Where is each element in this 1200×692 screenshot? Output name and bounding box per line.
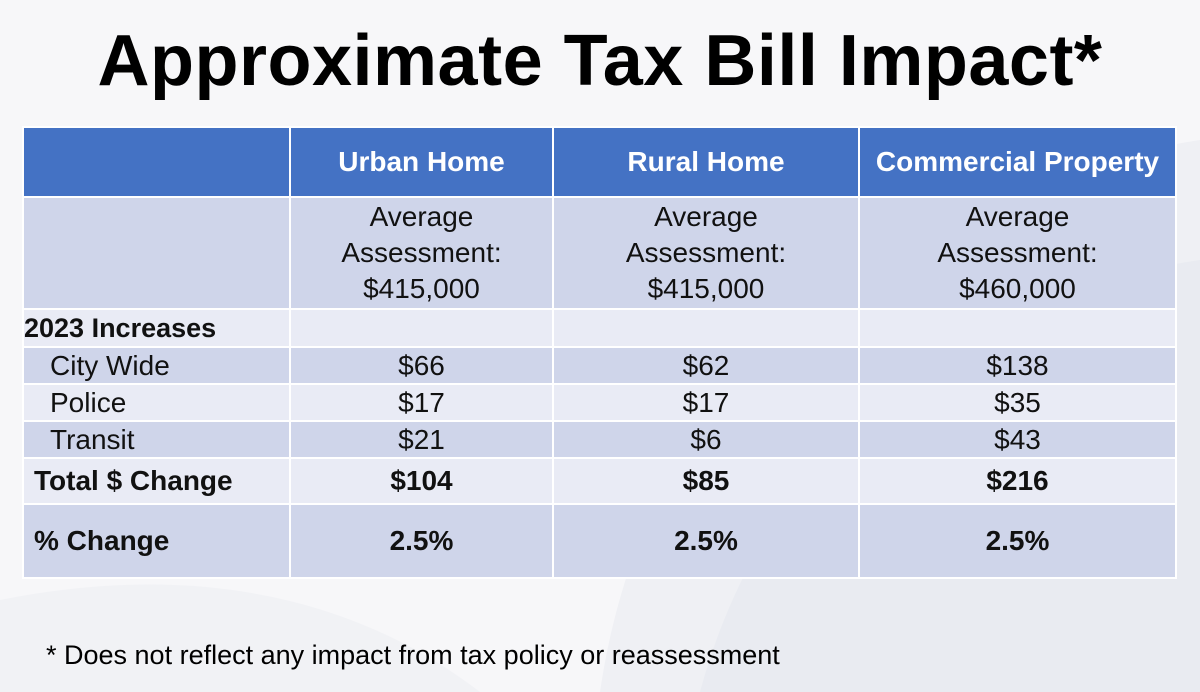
cell-value: $104 — [289, 457, 554, 505]
assessment-commercial: Average Assessment: $460,000 — [858, 196, 1177, 310]
cell-value: $35 — [858, 383, 1177, 422]
header-urban-home: Urban Home — [289, 126, 554, 198]
assessment-line2: Assessment: — [625, 237, 787, 268]
assessment-line2: Assessment: — [341, 237, 502, 268]
table-row: City Wide $66 $62 $138 — [22, 346, 1177, 385]
assessment-rural: Average Assessment: $415,000 — [552, 196, 860, 310]
section-cell — [552, 308, 860, 348]
cell-value: $6 — [552, 420, 860, 459]
row-label-percent: % Change — [22, 503, 291, 579]
header-rural-home: Rural Home — [552, 126, 860, 198]
assessment-line1: Average — [369, 201, 474, 232]
section-cell — [289, 308, 554, 348]
tax-impact-table: Urban Home Rural Home Commercial Propert… — [22, 126, 1177, 579]
assessment-line1: Average — [654, 201, 758, 232]
cell-value: $21 — [289, 420, 554, 459]
cell-value: $43 — [858, 420, 1177, 459]
cell-value: $85 — [552, 457, 860, 505]
slide-title: Approximate Tax Bill Impact* — [97, 21, 1103, 101]
cell-value: $62 — [552, 346, 860, 385]
cell-value: $66 — [289, 346, 554, 385]
section-label: 2023 Increases — [22, 308, 291, 348]
assessment-value: $415,000 — [647, 273, 765, 304]
cell-value: 2.5% — [289, 503, 554, 579]
cell-value: $17 — [289, 383, 554, 422]
cell-value: $216 — [858, 457, 1177, 505]
header-commercial-property: Commercial Property — [858, 126, 1177, 198]
assessment-value: $415,000 — [363, 273, 480, 304]
row-label-total: Total $ Change — [22, 457, 291, 505]
table-row: Police $17 $17 $35 — [22, 383, 1177, 422]
cell-value: $17 — [552, 383, 860, 422]
row-label-transit: Transit — [22, 420, 291, 459]
assessment-row: Average Assessment: $415,000 Average Ass… — [22, 196, 1177, 310]
total-row: Total $ Change $104 $85 $216 — [22, 457, 1177, 505]
percent-row: % Change 2.5% 2.5% 2.5% — [22, 503, 1177, 579]
table-header-row: Urban Home Rural Home Commercial Propert… — [22, 126, 1177, 198]
row-label-police: Police — [22, 383, 291, 422]
section-cell — [858, 308, 1177, 348]
cell-value: 2.5% — [552, 503, 860, 579]
assessment-value: $460,000 — [959, 273, 1076, 304]
row-label-city-wide: City Wide — [22, 346, 291, 385]
footnote: * Does not reflect any impact from tax p… — [46, 640, 780, 670]
assessment-line2: Assessment: — [937, 237, 1098, 268]
cell-value: $138 — [858, 346, 1177, 385]
assessment-line1: Average — [965, 201, 1070, 232]
cell-value: 2.5% — [858, 503, 1177, 579]
assessment-urban: Average Assessment: $415,000 — [289, 196, 554, 310]
table-row: Transit $21 $6 $43 — [22, 420, 1177, 459]
section-row: 2023 Increases — [22, 308, 1177, 348]
header-blank — [22, 126, 291, 198]
assessment-label-blank — [22, 196, 291, 310]
